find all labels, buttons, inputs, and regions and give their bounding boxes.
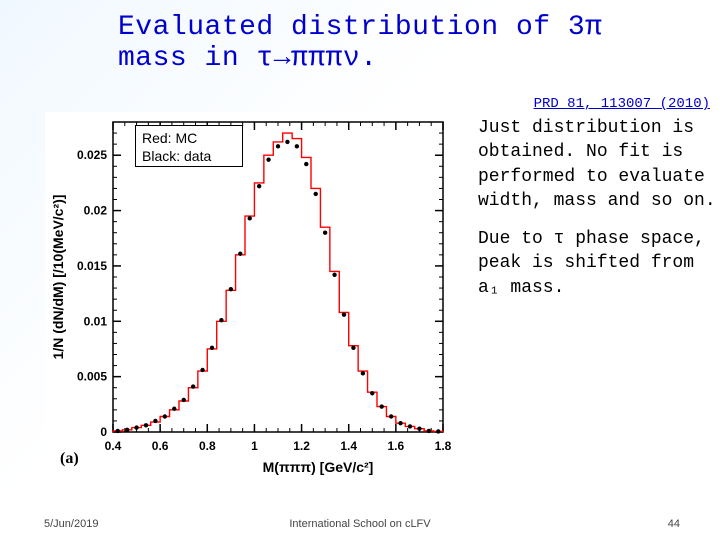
svg-text:0.005: 0.005 [77,370,107,384]
description-text: Just distribution is obtained. No fit is… [478,116,720,314]
svg-text:0.4: 0.4 [105,439,122,453]
svg-text:0.01: 0.01 [84,314,108,328]
mass-distribution-chart: 0.4 0.6 0.8 1 1.2 1.4 1.6 1.8 0 0.005 0.01 0.015 0.0… [45,112,465,482]
footer-event: International School on cLFV [0,518,720,530]
title-line-1: Evaluated distribution of 3π [118,12,678,43]
legend-mc: Red: MC [142,129,236,147]
legend-data: Black: data [142,147,236,165]
svg-text:1/N (dN/dM) [/10(MeV/c²)]: 1/N (dN/dM) [/10(MeV/c²)] [50,195,66,360]
svg-text:1.4: 1.4 [340,439,357,453]
svg-text:0.015: 0.015 [77,259,107,273]
svg-text:0.8: 0.8 [199,439,216,453]
chart-legend: Red: MC Black: data [135,125,243,167]
svg-text:0.025: 0.025 [77,148,107,162]
svg-text:M(πππ) [GeV/c²]: M(πππ) [GeV/c²] [263,459,374,475]
svg-text:1.8: 1.8 [435,439,452,453]
reference-citation: PRD 81, 113007 (2010) [534,96,710,112]
svg-text:1.6: 1.6 [388,439,405,453]
svg-text:0.6: 0.6 [152,439,169,453]
title-line-2: mass in τ→πππν. [118,43,678,74]
svg-text:1.2: 1.2 [293,439,310,453]
svg-text:0: 0 [100,425,107,439]
svg-text:0.02: 0.02 [84,204,108,218]
panel-label: (a) [60,450,79,468]
slide-title: Evaluated distribution of 3π mass in τ→π… [118,12,678,74]
footer-page-number: 44 [668,518,680,530]
description-para-2: Due to τ phase space, peak is shifted fr… [478,227,720,300]
svg-text:1: 1 [251,439,258,453]
description-para-1: Just distribution is obtained. No fit is… [478,116,720,213]
